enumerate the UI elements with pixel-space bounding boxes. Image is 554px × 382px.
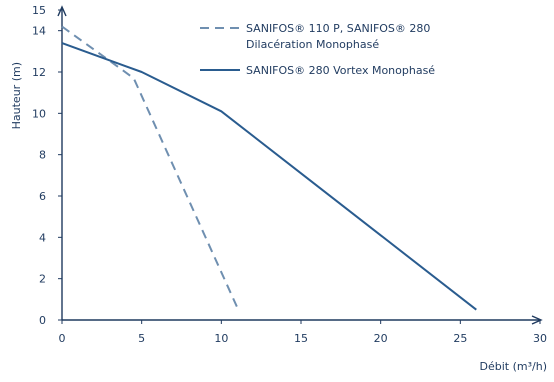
- y-tick-label: 14: [32, 25, 46, 38]
- y-tick-label: 2: [39, 273, 46, 286]
- y-axis-label: Hauteur (m): [10, 62, 23, 129]
- legend-entry-label: Dilacération Monophasé: [246, 38, 379, 51]
- legend-entry-label: SANIFOS® 280 Vortex Monophasé: [246, 64, 435, 77]
- series-lines: [61, 25, 477, 311]
- x-tick-label: 25: [453, 332, 467, 345]
- axes: [57, 5, 543, 325]
- y-tick-label: 0: [39, 314, 46, 327]
- x-tick-label: 0: [59, 332, 66, 345]
- legend: SANIFOS® 110 P, SANIFOS® 280 Dilacération…: [200, 22, 435, 77]
- y-tick-label: 6: [39, 190, 46, 203]
- y-tick-label: 15: [32, 4, 46, 17]
- y-axis-arrow: [57, 5, 67, 17]
- x-tick-label: 15: [294, 332, 308, 345]
- x-tick-label: 30: [533, 332, 547, 345]
- tick-labels: 0 5 10 15 20 25 30 0 2 4 6 8 10 12 14 15: [32, 4, 547, 345]
- x-axis-arrow: [531, 315, 543, 325]
- x-tick-label: 10: [214, 332, 228, 345]
- y-tick-label: 10: [32, 107, 46, 120]
- series-line-dilaceration: [61, 25, 239, 309]
- x-tick-label: 20: [374, 332, 388, 345]
- x-axis-label: Débit (m³/h): [480, 360, 547, 373]
- x-tick-label: 5: [138, 332, 145, 345]
- legend-entry-label: SANIFOS® 110 P, SANIFOS® 280: [246, 22, 430, 35]
- series-line-vortex: [61, 42, 477, 311]
- y-tick-label: 8: [39, 149, 46, 162]
- y-tick-label: 4: [39, 231, 46, 244]
- y-tick-label: 12: [32, 66, 46, 79]
